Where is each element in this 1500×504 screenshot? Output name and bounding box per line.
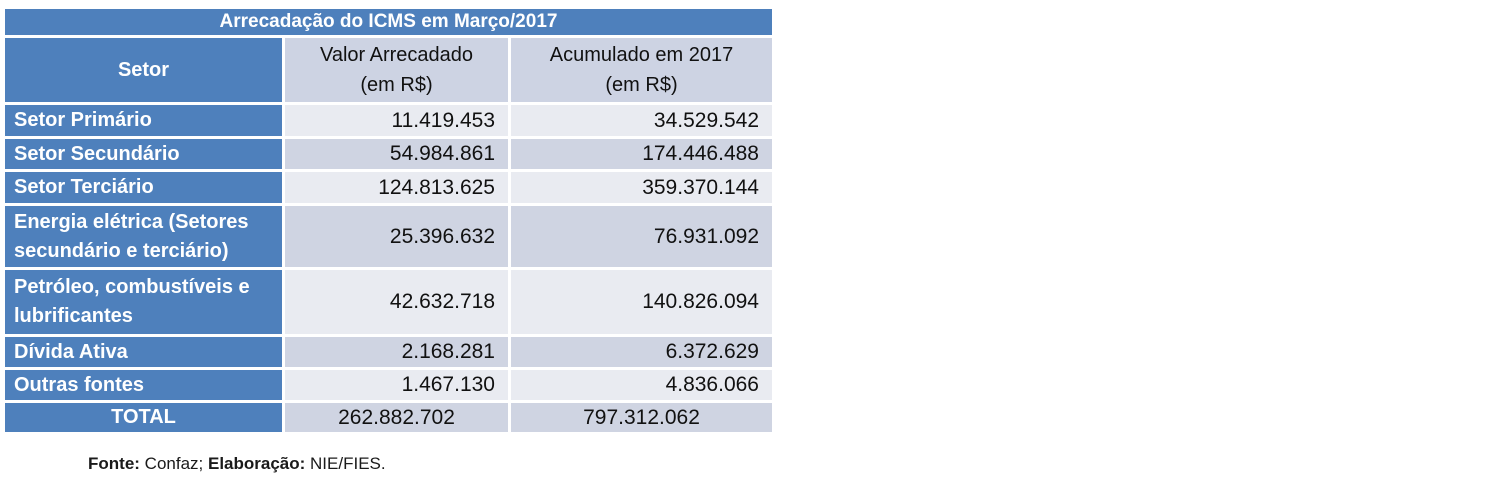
column-header-acumulado: Acumulado em 2017 (em R$) [511,38,772,102]
row-label-setor-terciario: Setor Terciário [5,172,282,203]
column-header-valor-arrecadado: Valor Arrecadado (em R$) [285,38,508,102]
icms-table: Arrecadação do ICMS em Março/2017 Setor … [5,9,772,432]
column-header-valor-line2: (em R$) [360,74,433,96]
value-cell: 140.826.094 [511,270,772,334]
source-note-elaboracao-value: NIE/FIES. [305,454,386,473]
total-row-label: TOTAL [5,403,282,432]
value-cell: 4.836.066 [511,370,772,400]
value-cell: 174.446.488 [511,139,772,169]
source-note-elaboracao-label: Elaboração: [207,454,306,473]
row-label-setor-secundario: Setor Secundário [5,139,282,169]
value-cell: 54.984.861 [285,139,508,169]
value-cell: 124.813.625 [285,172,508,203]
total-value-cell: 797.312.062 [511,403,772,432]
total-value-cell: 262.882.702 [285,403,508,432]
value-cell: 34.529.542 [511,105,772,136]
row-label-setor-primario: Setor Primário [5,105,282,136]
value-cell: 1.467.130 [285,370,508,400]
value-cell: 11.419.453 [285,105,508,136]
source-note-fonte-label: Fonte: [88,454,140,473]
table-title: Arrecadação do ICMS em Março/2017 [5,9,772,35]
row-label-divida-ativa: Dívida Ativa [5,337,282,367]
value-cell: 42.632.718 [285,270,508,334]
value-cell: 25.396.632 [285,206,508,267]
value-cell: 359.370.144 [511,172,772,203]
source-note: Fonte: Confaz; Elaboração: NIE/FIES. [88,454,386,474]
row-label-energia-eletrica: Energia elétrica (Setores secundário e t… [5,206,282,267]
value-cell: 2.168.281 [285,337,508,367]
value-cell: 76.931.092 [511,206,772,267]
row-label-petroleo-combustiveis: Petróleo, combustíveis e lubrificantes [5,270,282,334]
column-header-acumulado-line2: (em R$) [605,74,678,96]
column-header-valor-line1: Valor Arrecadado [319,44,474,66]
column-header-setor: Setor [5,38,282,102]
row-label-outras-fontes: Outras fontes [5,370,282,400]
column-header-acumulado-line1: Acumulado em 2017 [549,44,734,66]
source-note-fonte-value: Confaz; [139,454,208,473]
value-cell: 6.372.629 [511,337,772,367]
